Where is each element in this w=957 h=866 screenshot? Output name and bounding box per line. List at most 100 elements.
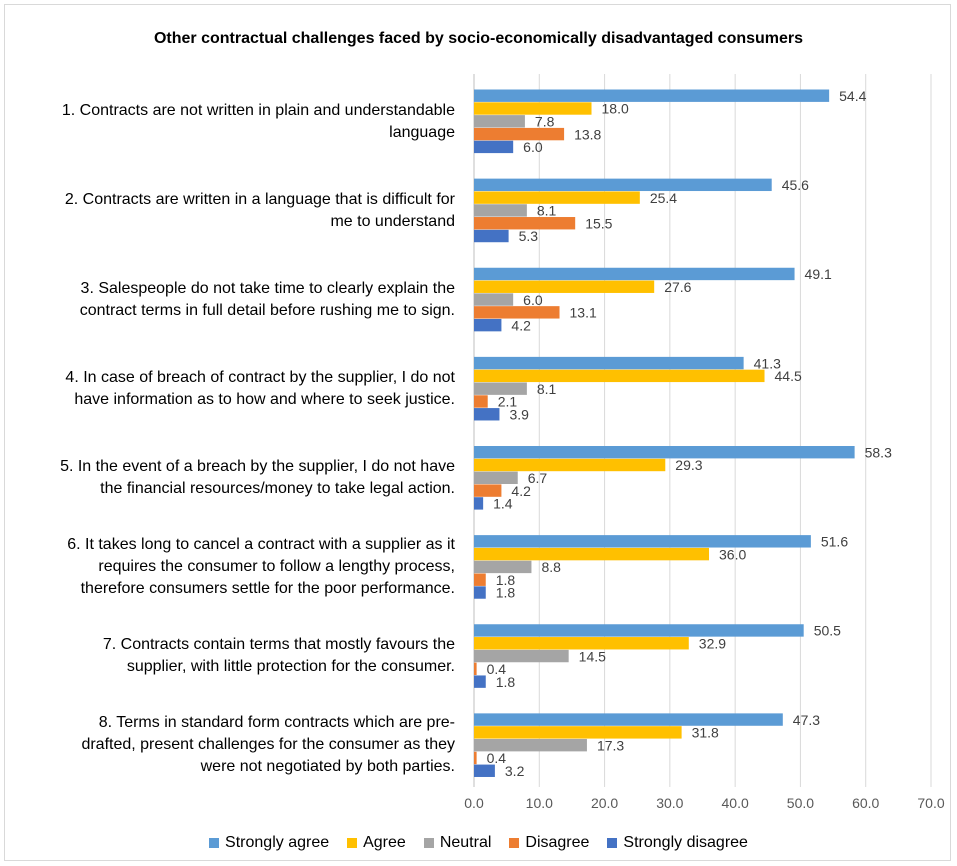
data-label: 4.2 [511,483,531,499]
category-label-line: drafted, present challenges for the cons… [81,736,455,754]
chart-frame [4,4,951,861]
data-label: 15.5 [585,215,612,231]
legend-item: Strongly agree [209,834,329,852]
bar [474,267,795,281]
category-label-line: 3. Salespeople do not take time to clear… [80,279,455,297]
data-label: 3.9 [509,406,529,422]
data-label: 6.0 [523,292,543,308]
bar [474,280,655,293]
legend-item: Agree [347,834,406,852]
data-label: 8.1 [537,381,557,397]
category-label-line: supplier, with little protection for the… [126,658,455,676]
category-label-line: 4. In case of breach of contract by the … [65,368,455,386]
data-label: 13.1 [570,305,597,321]
data-label: 51.6 [821,534,848,550]
bar [474,89,830,102]
data-label: 1.8 [496,674,516,690]
category-label: 3. Salespeople do not take time to clear… [10,278,455,322]
data-label: 5.3 [519,228,539,244]
category-label: 1. Contracts are not written in plain an… [10,100,455,144]
category-label: 6. It takes long to cancel a contract wi… [10,534,455,600]
bar [474,484,502,497]
legend-item: Strongly disagree [607,834,748,852]
x-tick-label: 60.0 [852,795,879,811]
bar [474,497,484,510]
data-label: 29.3 [675,457,702,473]
bar [474,535,811,548]
data-label: 0.4 [487,750,507,766]
data-label: 1.8 [496,585,516,601]
bar [474,624,804,637]
bar [474,586,486,599]
chart-title: Other contractual challenges faced by so… [153,30,804,47]
x-tick-label: 10.0 [526,795,553,811]
bar [474,102,592,115]
x-tick-label: 70.0 [917,795,944,811]
legend-label: Strongly agree [225,834,330,851]
data-label: 17.3 [597,737,624,753]
bar [474,738,587,752]
data-label: 58.3 [865,444,892,460]
data-label: 8.8 [541,559,561,575]
legend-label: Neutral [439,834,492,851]
bar [474,458,666,472]
bar [474,140,514,154]
x-tick-label: 20.0 [591,795,618,811]
data-label: 6.7 [528,470,548,486]
bar [474,751,477,765]
bar [474,217,576,230]
x-tick-label: 0.0 [464,795,484,811]
category-label: 7. Contracts contain terms that mostly f… [10,634,455,678]
bar [474,204,527,217]
x-tick-label: 40.0 [722,795,749,811]
data-label: 3.2 [505,763,525,779]
bar [474,191,640,204]
data-label: 8.1 [537,203,557,219]
data-label: 45.6 [782,177,809,193]
category-label: 2. Contracts are written in a language t… [10,189,455,233]
category-label-line: were not negotiated by both parties. [200,758,455,776]
data-label: 7.8 [535,114,555,130]
legend-item: Neutral [423,834,492,852]
category-label-line: contract terms in full detail before rus… [79,301,455,319]
bar [474,637,689,650]
category-label-line: have information as to how and where to … [74,390,455,408]
legend-swatch [423,838,434,848]
legend-label: Agree [363,834,406,851]
bar [474,560,532,574]
legend-swatch [509,838,520,848]
category-label: 4. In case of breach of contract by the … [10,367,455,411]
category-label-line: 8. Terms in standard form contracts whic… [98,714,455,732]
category-label-line: therefore consumers settle for the poor … [80,580,455,598]
data-label: 18.0 [602,101,629,117]
bar [474,649,569,663]
bar [474,229,509,243]
bar [474,395,488,408]
data-label: 49.1 [805,266,832,282]
x-tick-label: 30.0 [656,795,683,811]
data-label: 31.8 [692,725,719,741]
data-label: 50.5 [814,623,841,639]
bar [474,446,855,459]
data-label: 1.8 [496,572,516,588]
bar [474,573,486,586]
category-label: 8. Terms in standard form contracts whic… [10,712,455,778]
category-label: 5. In the event of a breach by the suppl… [10,456,455,500]
bar [474,356,744,370]
bar [474,675,486,688]
bar [474,726,682,739]
data-label: 13.8 [574,126,601,142]
data-label: 47.3 [793,712,820,728]
data-label: 14.5 [579,648,606,664]
bar [474,471,518,484]
category-label-line: requires the consumer to follow a length… [98,558,455,576]
category-label-line: 5. In the event of a breach by the suppl… [60,458,455,475]
data-label: 1.4 [493,496,513,512]
legend-item: Disagree [509,834,589,852]
category-label-line: the financial resources/money to take le… [100,480,455,497]
bar [474,127,565,141]
data-label: 32.9 [699,635,726,651]
bar [474,662,477,676]
bar [474,382,527,395]
